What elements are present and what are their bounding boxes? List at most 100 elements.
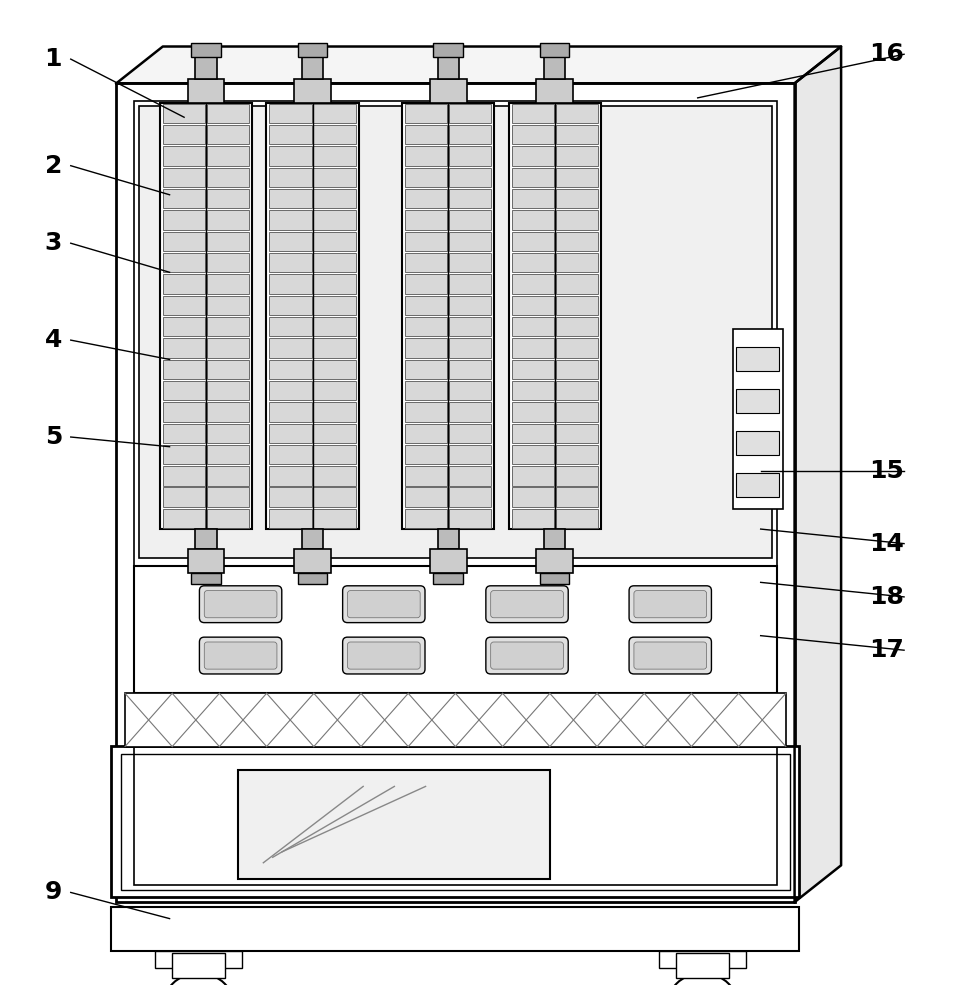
Bar bbox=[555, 509, 598, 528]
Bar bbox=[429, 549, 466, 573]
Bar bbox=[295, 79, 330, 103]
Bar bbox=[512, 381, 554, 400]
Polygon shape bbox=[116, 47, 841, 83]
Bar bbox=[269, 445, 311, 464]
Bar bbox=[269, 487, 311, 507]
FancyBboxPatch shape bbox=[490, 642, 563, 669]
FancyBboxPatch shape bbox=[634, 642, 706, 669]
Bar bbox=[191, 573, 221, 584]
Bar bbox=[512, 360, 554, 379]
Bar bbox=[163, 253, 204, 272]
FancyBboxPatch shape bbox=[204, 591, 277, 618]
Polygon shape bbox=[795, 47, 841, 902]
Bar bbox=[405, 402, 447, 422]
Bar bbox=[540, 573, 570, 584]
Bar bbox=[313, 402, 356, 422]
Bar bbox=[206, 210, 249, 230]
Bar bbox=[405, 445, 447, 464]
Bar bbox=[206, 317, 249, 336]
FancyBboxPatch shape bbox=[634, 591, 706, 618]
Bar bbox=[313, 338, 356, 358]
FancyBboxPatch shape bbox=[348, 642, 421, 669]
Bar bbox=[313, 189, 356, 208]
Bar bbox=[269, 125, 311, 144]
FancyBboxPatch shape bbox=[490, 591, 563, 618]
Bar bbox=[512, 146, 554, 166]
Bar bbox=[163, 445, 204, 464]
Bar bbox=[512, 466, 554, 486]
Bar bbox=[449, 338, 491, 358]
Bar bbox=[512, 232, 554, 251]
Text: 17: 17 bbox=[869, 638, 904, 662]
Bar bbox=[555, 274, 598, 294]
Bar bbox=[206, 274, 249, 294]
Bar bbox=[134, 566, 777, 693]
Bar bbox=[555, 466, 598, 486]
Bar bbox=[269, 146, 311, 166]
Bar bbox=[512, 509, 554, 528]
Bar bbox=[269, 360, 311, 379]
Bar bbox=[540, 43, 570, 57]
Bar bbox=[449, 445, 491, 464]
Bar bbox=[206, 168, 249, 187]
FancyBboxPatch shape bbox=[629, 586, 711, 623]
Bar bbox=[313, 381, 356, 400]
Bar bbox=[160, 103, 252, 529]
Bar bbox=[163, 360, 204, 379]
Circle shape bbox=[162, 973, 235, 1000]
Bar bbox=[449, 487, 491, 507]
Bar bbox=[512, 424, 554, 443]
Bar bbox=[269, 402, 311, 422]
Bar bbox=[544, 529, 565, 549]
Bar bbox=[313, 210, 356, 230]
Bar bbox=[512, 402, 554, 422]
Text: 3: 3 bbox=[45, 231, 62, 255]
Bar bbox=[269, 381, 311, 400]
Bar bbox=[269, 274, 311, 294]
FancyBboxPatch shape bbox=[348, 591, 421, 618]
Bar bbox=[405, 232, 447, 251]
Text: 15: 15 bbox=[869, 459, 904, 483]
Bar bbox=[544, 57, 565, 79]
Bar bbox=[512, 189, 554, 208]
Bar bbox=[313, 424, 356, 443]
Bar bbox=[555, 125, 598, 144]
Bar bbox=[195, 529, 216, 549]
Bar bbox=[295, 549, 330, 573]
Text: 14: 14 bbox=[869, 532, 904, 556]
Bar bbox=[187, 79, 224, 103]
Text: 16: 16 bbox=[869, 42, 904, 66]
Bar bbox=[736, 347, 779, 371]
Text: 2: 2 bbox=[45, 154, 62, 178]
Bar bbox=[433, 573, 463, 584]
Bar bbox=[437, 57, 459, 79]
Bar bbox=[163, 146, 204, 166]
Text: 18: 18 bbox=[869, 585, 904, 609]
Bar bbox=[449, 274, 491, 294]
Bar bbox=[555, 317, 598, 336]
Bar bbox=[163, 274, 204, 294]
Bar bbox=[163, 232, 204, 251]
Bar bbox=[313, 104, 356, 123]
Bar bbox=[269, 232, 311, 251]
FancyBboxPatch shape bbox=[629, 637, 711, 674]
Bar bbox=[405, 381, 447, 400]
FancyBboxPatch shape bbox=[200, 586, 282, 623]
Bar bbox=[163, 104, 204, 123]
Bar bbox=[206, 381, 249, 400]
Bar bbox=[163, 402, 204, 422]
Bar bbox=[191, 43, 221, 57]
Bar bbox=[206, 146, 249, 166]
Bar bbox=[313, 317, 356, 336]
Bar bbox=[736, 431, 779, 455]
Bar bbox=[555, 146, 598, 166]
Bar bbox=[405, 360, 447, 379]
Bar bbox=[405, 253, 447, 272]
Bar bbox=[206, 104, 249, 123]
FancyBboxPatch shape bbox=[204, 642, 277, 669]
Bar bbox=[449, 296, 491, 315]
Bar bbox=[313, 125, 356, 144]
Bar bbox=[405, 274, 447, 294]
FancyBboxPatch shape bbox=[485, 586, 568, 623]
Bar bbox=[266, 103, 359, 529]
